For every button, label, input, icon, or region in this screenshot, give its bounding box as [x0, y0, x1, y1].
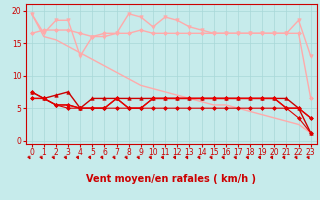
- X-axis label: Vent moyen/en rafales ( km/h ): Vent moyen/en rafales ( km/h ): [86, 174, 256, 184]
